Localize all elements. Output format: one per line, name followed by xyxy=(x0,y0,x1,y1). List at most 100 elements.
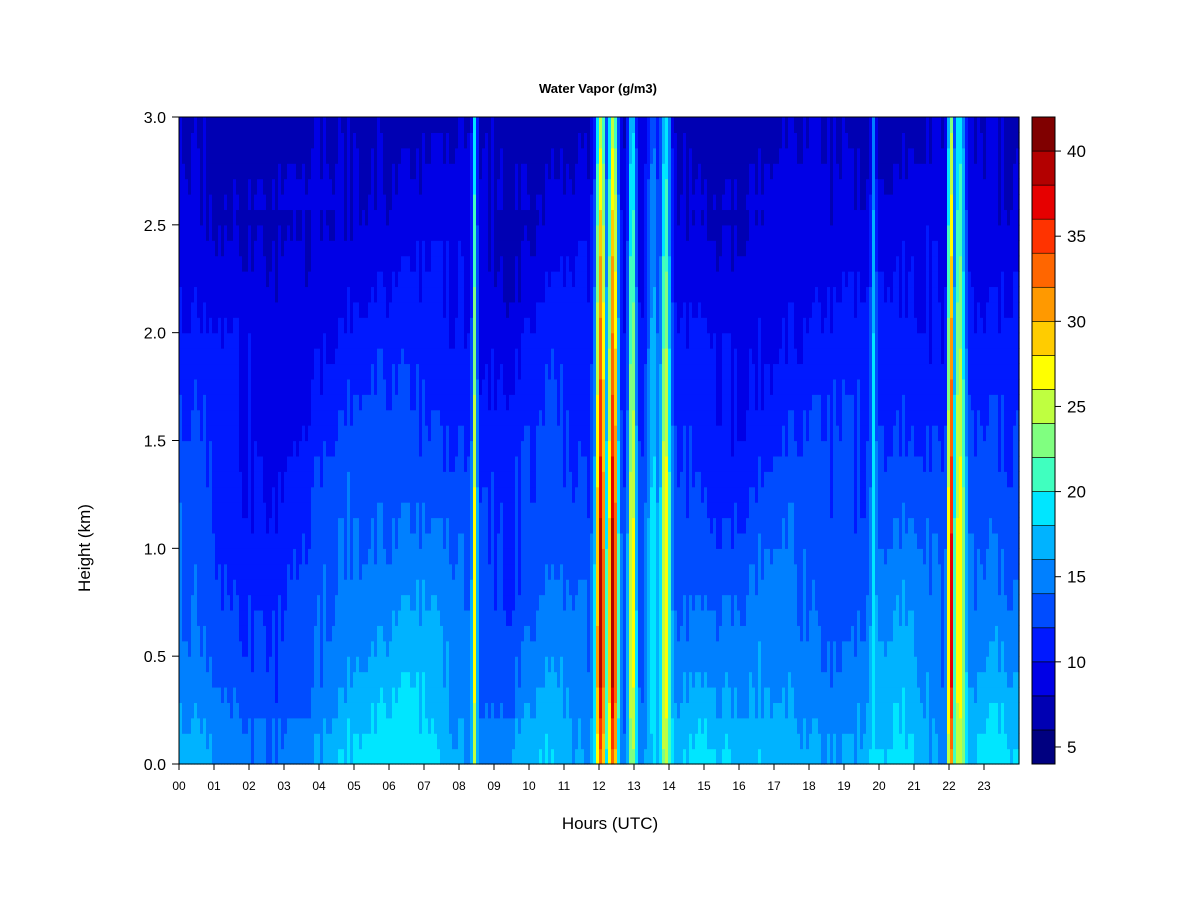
heatmap-cell xyxy=(296,455,300,472)
heatmap-cell xyxy=(311,563,315,580)
heatmap-cell xyxy=(200,656,204,673)
heatmap-cell xyxy=(281,625,285,642)
heatmap-cell xyxy=(323,117,327,133)
heatmap-cell xyxy=(326,609,330,626)
heatmap-cell xyxy=(269,348,273,365)
heatmap-cell xyxy=(290,209,294,226)
heatmap-cell xyxy=(383,194,387,211)
heatmap-cell xyxy=(449,178,453,195)
heatmap-cell xyxy=(518,178,522,195)
heatmap-cell xyxy=(221,286,225,303)
heatmap-cell xyxy=(212,271,216,288)
heatmap-cell xyxy=(494,132,498,149)
heatmap-cell xyxy=(392,301,396,318)
heatmap-cell xyxy=(287,378,291,395)
heatmap-cell xyxy=(209,656,213,673)
heatmap-cell xyxy=(446,271,450,288)
heatmap-cell xyxy=(188,394,192,411)
heatmap-cell xyxy=(377,471,381,488)
heatmap-cell xyxy=(467,117,471,133)
heatmap-cell xyxy=(473,671,477,688)
heatmap-cell xyxy=(428,194,432,211)
heatmap-cell xyxy=(233,594,237,611)
heatmap-cell xyxy=(356,702,360,719)
heatmap-cell xyxy=(179,625,183,642)
heatmap-cell xyxy=(263,548,267,565)
heatmap-cell xyxy=(518,301,522,318)
heatmap-cell xyxy=(347,502,351,519)
heatmap-cell xyxy=(248,132,252,149)
heatmap-cell xyxy=(227,363,231,380)
heatmap-cell xyxy=(212,209,216,226)
heatmap-cell xyxy=(278,224,282,241)
heatmap-cell xyxy=(188,332,192,349)
heatmap-cell xyxy=(437,748,441,765)
heatmap-cell xyxy=(212,255,216,272)
heatmap-cell xyxy=(473,748,477,765)
heatmap-cell xyxy=(359,656,363,673)
heatmap-cell xyxy=(509,717,513,734)
heatmap-cell xyxy=(497,656,501,673)
heatmap-cell xyxy=(194,609,198,626)
heatmap-cell xyxy=(341,686,345,703)
heatmap-cell xyxy=(341,224,345,241)
heatmap-cell xyxy=(215,163,219,180)
heatmap-cell xyxy=(188,686,192,703)
heatmap-cell xyxy=(251,502,255,519)
heatmap-cell xyxy=(329,748,333,765)
heatmap-cell xyxy=(314,378,318,395)
heatmap-cell xyxy=(512,286,516,303)
heatmap-cell xyxy=(248,748,252,765)
heatmap-cell xyxy=(404,548,408,565)
heatmap-cell xyxy=(359,348,363,365)
heatmap-cell xyxy=(248,163,252,180)
heatmap-cell xyxy=(386,194,390,211)
heatmap-cell xyxy=(212,455,216,472)
heatmap-cell xyxy=(293,532,297,549)
heatmap-cell xyxy=(260,286,264,303)
heatmap-cell xyxy=(308,640,312,657)
heatmap-cell xyxy=(197,517,201,534)
heatmap-cell xyxy=(356,733,360,750)
heatmap-cell xyxy=(419,209,423,226)
heatmap-cell xyxy=(332,301,336,318)
heatmap-cell xyxy=(239,563,243,580)
heatmap-cell xyxy=(488,471,492,488)
heatmap-cell xyxy=(212,378,216,395)
heatmap-cell xyxy=(200,609,204,626)
heatmap-cell xyxy=(359,640,363,657)
heatmap-cell xyxy=(200,594,204,611)
heatmap-cell xyxy=(323,363,327,380)
heatmap-cell xyxy=(440,240,444,257)
heatmap-cell xyxy=(401,209,405,226)
heatmap-cell xyxy=(401,240,405,257)
heatmap-cell xyxy=(182,579,186,596)
heatmap-cell xyxy=(452,317,456,334)
heatmap-cell xyxy=(353,563,357,580)
heatmap-cell xyxy=(527,255,531,272)
heatmap-cell xyxy=(389,471,393,488)
heatmap-cell xyxy=(476,348,480,365)
heatmap-cell xyxy=(266,147,270,164)
heatmap-cell xyxy=(533,748,537,765)
heatmap-cell xyxy=(485,471,489,488)
heatmap-cell xyxy=(275,594,279,611)
heatmap-cell xyxy=(401,255,405,272)
heatmap-cell xyxy=(473,609,477,626)
heatmap-cell xyxy=(449,702,453,719)
heatmap-cell xyxy=(458,147,462,164)
heatmap-cell xyxy=(371,378,375,395)
heatmap-cell xyxy=(389,425,393,442)
heatmap-cell xyxy=(326,286,330,303)
heatmap-cell xyxy=(449,425,453,442)
heatmap-cell xyxy=(377,255,381,272)
heatmap-cell xyxy=(179,394,183,411)
heatmap-cell xyxy=(275,702,279,719)
heatmap-cell xyxy=(209,686,213,703)
heatmap-cell xyxy=(473,579,477,596)
heatmap-cell xyxy=(377,440,381,457)
heatmap-cell xyxy=(341,594,345,611)
heatmap-cell xyxy=(464,656,468,673)
heatmap-cell xyxy=(356,409,360,426)
heatmap-cell xyxy=(377,686,381,703)
